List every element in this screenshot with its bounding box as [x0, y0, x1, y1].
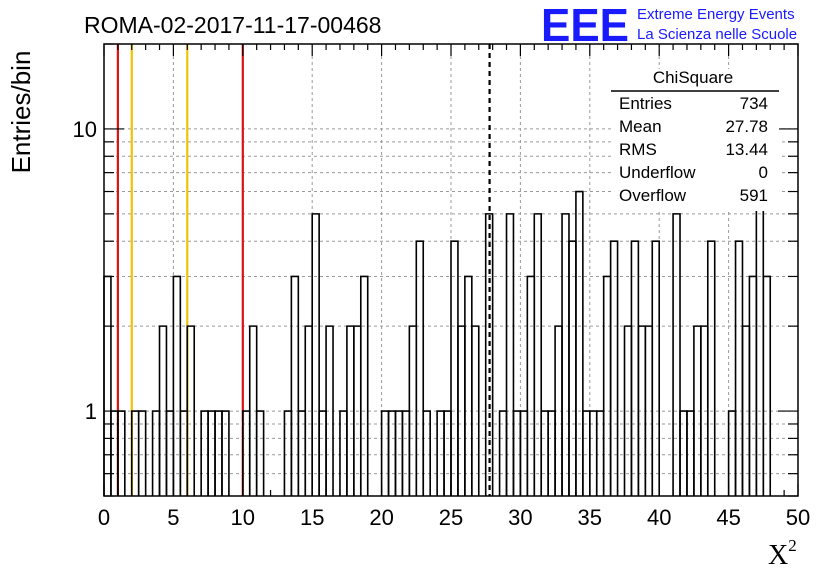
x-tick-label: 0 [98, 505, 110, 530]
histogram-series [103, 116, 772, 496]
stats-row-value: 27.78 [725, 117, 768, 136]
histogram-bin [255, 410, 265, 496]
histogram-bin [575, 190, 584, 496]
histogram-bin [630, 240, 640, 496]
y-tick-label: 1 [85, 399, 97, 424]
histogram-bin [505, 213, 515, 496]
histogram-bin [311, 213, 320, 496]
x-tick-label: 40 [647, 505, 671, 530]
x-tick-label: 20 [369, 505, 393, 530]
histogram-bin [568, 240, 577, 496]
stats-row-value: 13.44 [725, 140, 768, 159]
eee-logo-line1: Extreme Energy Events [637, 6, 795, 23]
x-tick-label: 10 [231, 505, 255, 530]
histogram-bin [734, 240, 744, 496]
x-tick-label: 30 [508, 505, 532, 530]
x-axis-title-superscript: 2 [788, 536, 797, 555]
histogram-bin [762, 275, 772, 496]
stats-box-rows: Entries 734 Mean 27.78 RMS 13.44 Underflow 0 Ove… [619, 94, 768, 205]
histogram-bin [172, 275, 182, 496]
stats-box-background [611, 69, 779, 211]
x-tick-label: 35 [578, 505, 602, 530]
histogram-bin [526, 275, 536, 496]
histogram-bin [471, 325, 480, 496]
histogram-bin [221, 410, 230, 496]
stats-row-label: RMS [619, 140, 657, 159]
stats-row-label: Mean [619, 117, 662, 136]
stats-box-title: ChiSquare [653, 68, 733, 87]
histogram-bin [415, 240, 425, 496]
stats-row-label: Underflow [619, 163, 696, 182]
tick-labels: 0 5 10 15 20 25 30 35 40 45 50 1 10 [73, 117, 811, 530]
stats-row-label: Overflow [619, 186, 687, 205]
x-tick-label: 45 [716, 505, 740, 530]
y-axis-title: Entries/bin [6, 51, 36, 174]
x-tick-label: 25 [439, 505, 463, 530]
x-tick-label: 15 [300, 505, 324, 530]
y-tick-label: 10 [73, 117, 97, 142]
histogram-bin [464, 275, 473, 496]
eee-logo: EEE Extreme Energy Events La Scienza nel… [541, 0, 797, 51]
stats-row-value: 734 [740, 94, 768, 113]
axis-ticks [103, 43, 799, 497]
histogram-bin [325, 325, 334, 496]
eee-logo-mark: EEE [541, 0, 629, 51]
histogram-bin [484, 213, 494, 496]
x-axis-title: X2 [768, 536, 797, 571]
stats-row-value: 0 [759, 163, 768, 182]
histogram-bin [103, 275, 112, 496]
x-tick-label: 5 [167, 505, 179, 530]
stats-row-label: Entries [619, 94, 672, 113]
histogram-bin [609, 240, 619, 496]
histogram-bin [651, 240, 660, 496]
chart-title: ROMA-02-2017-11-17-00468 [84, 12, 381, 38]
stats-box: ChiSquare Entries 734 Mean 27.78 RMS 13.44 Und… [611, 68, 779, 211]
histogram-bin [290, 275, 300, 496]
histogram-bin [561, 213, 570, 496]
histogram-bin [602, 275, 612, 496]
histogram-bin [359, 275, 369, 496]
x-tick-label: 50 [786, 505, 810, 530]
histogram-bin [450, 240, 459, 496]
stats-row-value: 591 [740, 186, 768, 205]
histogram-bin [672, 213, 681, 496]
histogram-bin [186, 325, 196, 496]
histogram-bin [748, 275, 758, 496]
eee-logo-line2: La Scienza nelle Scuole [637, 26, 797, 43]
histogram-bin [533, 213, 543, 496]
histogram-bin [706, 240, 716, 496]
histogram-bin [137, 410, 147, 496]
histogram-bin [422, 410, 431, 496]
x-axis-title-symbol: X [768, 540, 788, 571]
